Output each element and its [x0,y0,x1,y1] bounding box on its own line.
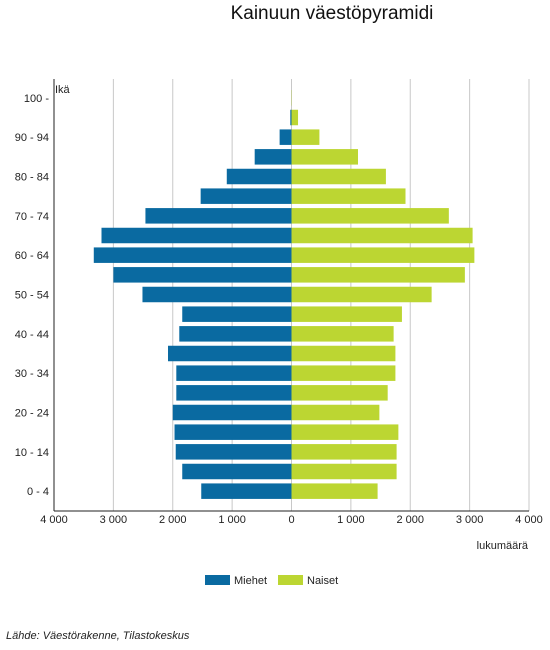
bar-naiset-95-99 [291,109,299,126]
x-tick-label: 2 000 [396,514,424,526]
legend-label-naiset: Naiset [307,575,338,587]
y-tick-label: 70 - 74 [15,211,49,223]
bar-naiset-30-34 [291,365,396,381]
y-tick-label: 60 - 64 [15,250,49,262]
bar-naiset-40-44 [291,326,394,342]
bar-naiset-90-94 [291,129,320,145]
bar-miehet-5-9 [182,463,292,480]
bar-naiset-35-39 [291,345,396,362]
bar-naiset-60-64 [291,247,475,263]
bar-miehet-75-79 [200,188,292,204]
bar-miehet-10-14 [175,444,292,460]
x-tick-label: 3 000 [456,514,484,526]
bar-naiset-80-84 [291,168,386,185]
y-tick-label: 40 - 44 [15,329,49,341]
axes: 0 - 4 10 - 14 20 - 24 30 - 34 40 - 44 50 - 54… [15,79,543,526]
bar-naiset-5-9 [291,463,397,480]
bar-miehet-60-64 [93,247,292,263]
x-tick-label: 0 [288,514,294,526]
y-tick-label: 80 - 84 [15,172,49,184]
bar-miehet-90-94 [279,129,292,145]
bar-naiset-25-29 [291,385,388,401]
y-tick-label: 90 - 94 [15,132,49,144]
bar-miehet-30-34 [176,365,292,381]
x-tick-label: 1 000 [218,514,246,526]
bar-miehet-65-69 [101,227,292,244]
bar-miehet-55-59 [113,267,292,283]
bar-miehet-35-39 [168,345,292,362]
bar-miehet-80-84 [226,168,292,185]
y-tick-label: 50 - 54 [15,290,49,302]
legend: Miehet Naiset [205,575,338,587]
y-axis-label: Ikä [55,84,71,96]
bar-naiset-15-19 [291,424,399,440]
legend-swatch-miehet [205,575,230,585]
bar-naiset-45-49 [291,306,402,322]
bar-naiset-20-24 [291,404,380,421]
bar-miehet-85-89 [254,149,292,165]
legend-label-miehet: Miehet [234,575,267,587]
bar-miehet-45-49 [182,306,292,322]
x-tick-label: 1 000 [337,514,365,526]
y-tick-label: 30 - 34 [15,368,49,380]
bar-naiset-85-89 [291,149,358,165]
bar-naiset-10-14 [291,444,397,460]
bar-naiset-70-74 [291,208,449,224]
bar-miehet-50-54 [142,286,292,303]
source-note: Lähde: Väestörakenne, Tilastokeskus [6,630,190,642]
y-tick-label: 10 - 14 [15,447,49,459]
x-tick-label: 4 000 [515,514,543,526]
bar-miehet-20-24 [172,404,292,421]
bar-miehet-70-74 [145,208,292,224]
y-tick-label: 20 - 24 [15,408,49,420]
y-tick-label: 0 - 4 [27,486,49,498]
bar-naiset-75-79 [291,188,406,204]
y-tick-label: 100 - [24,93,49,105]
chart-title: Kainuun väestöpyramidi [231,3,434,24]
x-tick-label: 2 000 [159,514,187,526]
bar-naiset-50-54 [291,286,432,303]
bar-miehet-25-29 [176,385,292,401]
bar-naiset-65-69 [291,227,473,244]
x-axis-label: lukumäärä [477,540,529,552]
bars [93,90,475,499]
x-tick-label: 3 000 [100,514,128,526]
bar-miehet-15-19 [174,424,292,440]
bar-miehet-95-99 [290,109,292,126]
bar-miehet-40-44 [179,326,292,342]
bar-miehet-0-4 [201,483,292,499]
legend-swatch-naiset [278,575,303,585]
x-tick-label: 4 000 [40,514,68,526]
bar-naiset-0-4 [291,483,378,499]
bar-naiset-55-59 [291,267,465,283]
